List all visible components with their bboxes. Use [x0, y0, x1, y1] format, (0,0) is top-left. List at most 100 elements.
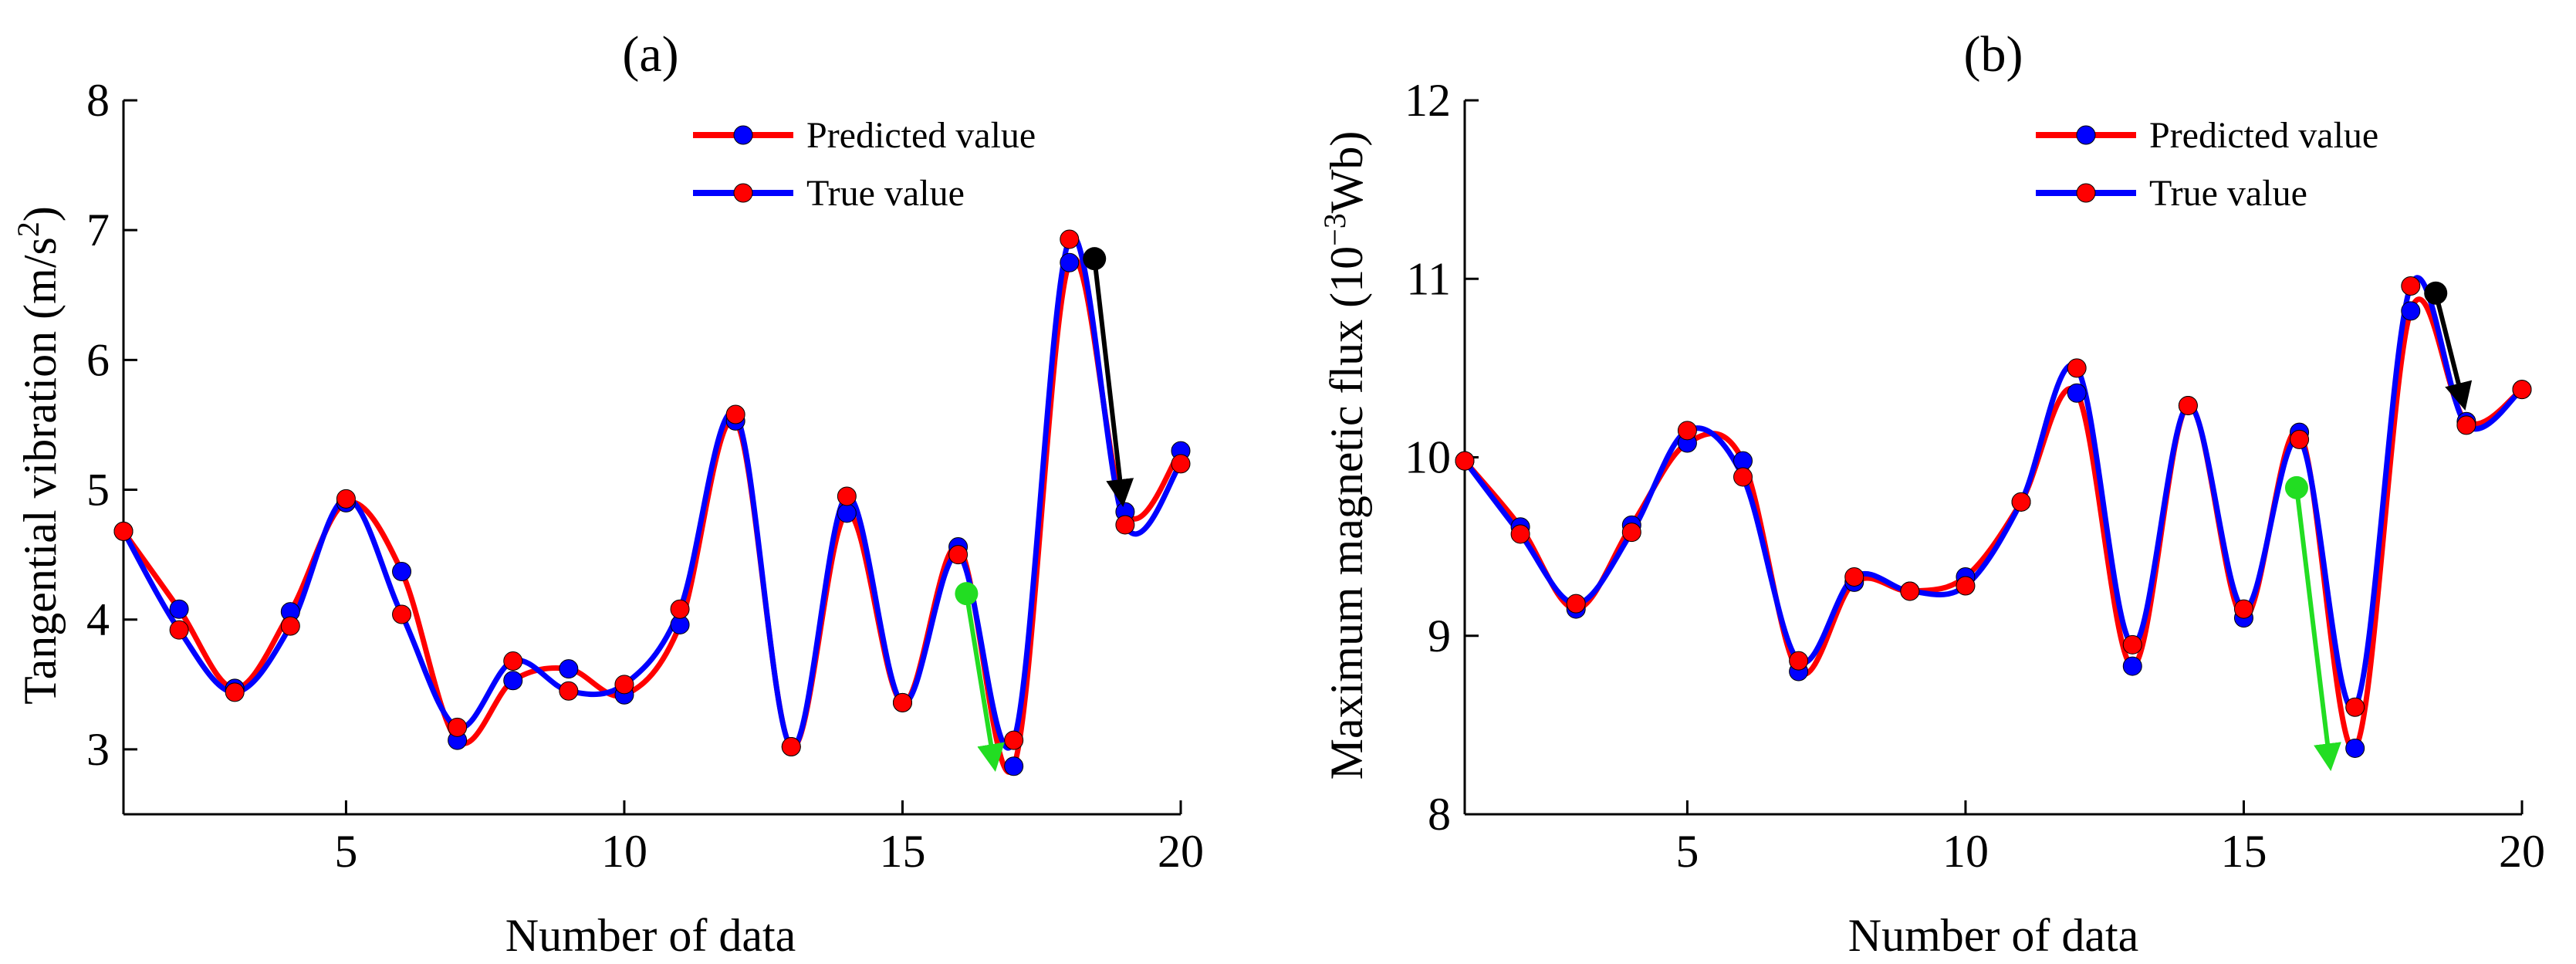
predicted-point-b — [2122, 656, 2142, 676]
x-tick-label-b: 10 — [1942, 826, 1989, 877]
chart-panel-b: (b) 5 10 15 20 8 9 10 11 12 Number of data Maxim… — [1317, 26, 2546, 961]
y-tick-label-a: 4 — [86, 594, 110, 645]
y-axis-label-a-text: Tangential vibration (m/s — [15, 237, 66, 705]
true-point-a — [503, 651, 523, 671]
chart-panel-a: (a) 5 10 15 20 3 4 5 6 7 8 Number of data Tangent… — [11, 26, 1205, 961]
y-tick-label-b: 9 — [1428, 611, 1451, 661]
true-point-a — [1004, 730, 1024, 750]
true-point-a — [837, 486, 857, 506]
true-point-b — [2233, 599, 2253, 619]
x-tick-label-b: 20 — [2499, 826, 2545, 877]
green-arrow-b — [2294, 487, 2341, 772]
predicted-point-b — [2345, 738, 2365, 758]
predicted-point-a — [1060, 252, 1080, 272]
true-line-b — [1465, 275, 2524, 712]
true-point-b — [2067, 358, 2087, 378]
predicted-point-a — [837, 503, 857, 523]
y-tick-label-b: 12 — [1405, 75, 1451, 126]
true-point-b — [1677, 421, 1697, 441]
legend-box-a — [687, 100, 1050, 222]
y-axis-label-a-sup: 2 — [11, 222, 46, 237]
y-axis-label-b-sup: −3 — [1317, 213, 1352, 246]
true-point-b — [1621, 523, 1641, 543]
legend-marker-true-b — [2076, 183, 2096, 203]
true-point-a — [392, 604, 412, 624]
legend-label-true-b: True value — [2149, 173, 2307, 214]
true-point-a — [1115, 515, 1135, 535]
true-point-a — [725, 404, 745, 424]
true-point-a — [559, 681, 579, 701]
x-tick-label-a: 20 — [1158, 826, 1204, 877]
legend-label-true-a: True value — [806, 173, 965, 214]
true-point-a — [225, 682, 245, 702]
green-arrow-a — [964, 593, 1005, 772]
x-tick-label-a: 10 — [601, 826, 647, 877]
true-point-b — [1956, 576, 1976, 596]
panel-title-a: (a) — [622, 26, 678, 83]
x-tick-label-b: 5 — [1675, 826, 1699, 877]
x-axis-label-a: Number of data — [505, 910, 796, 961]
true-point-a — [948, 545, 969, 565]
y-tick-label-a: 3 — [86, 724, 110, 775]
predicted-point-b — [2067, 383, 2087, 403]
true-point-b — [1789, 651, 1809, 671]
true-point-a — [113, 521, 134, 541]
legend-a: Predicted value True value — [687, 100, 1050, 222]
y-tick-label-a: 8 — [86, 75, 110, 126]
legend-marker-predicted-a — [733, 125, 753, 145]
y-tick-label-b: 10 — [1405, 432, 1451, 483]
true-point-b — [1733, 467, 1753, 487]
true-point-a — [280, 616, 300, 636]
true-point-b — [2011, 492, 2031, 512]
series-lines-b — [1465, 275, 2524, 752]
y-tick-label-b: 11 — [1406, 253, 1451, 304]
y-tick-label-a: 6 — [86, 334, 110, 385]
plot-area-b: 5 10 15 20 8 9 10 11 12 — [1405, 75, 2545, 877]
y-axis-label-b-text: Maximum magnetic flux (10 — [1321, 246, 1372, 780]
true-point-b — [1566, 594, 1586, 614]
true-point-b — [1510, 524, 1530, 544]
y-axis-label-b-end: Wb) — [1321, 131, 1372, 214]
true-point-b — [2290, 429, 2310, 449]
true-point-b — [2401, 276, 2421, 296]
y-axis-label-a: Tangential vibration (m/s2) — [11, 206, 66, 705]
true-point-b — [2122, 634, 2142, 655]
legend-b: Predicted value True value — [2030, 100, 2431, 222]
true-point-a — [169, 620, 189, 640]
black-arrow-a — [1092, 258, 1134, 507]
x-tick-label-a: 15 — [879, 826, 925, 877]
black-arrow-b — [2433, 293, 2473, 411]
x-tick-label-b: 15 — [2220, 826, 2267, 877]
plot-area-a: 5 10 15 20 3 4 5 6 7 8 — [86, 75, 1204, 877]
true-point-a — [670, 599, 690, 619]
true-point-a — [781, 737, 801, 757]
predicted-point-a — [559, 659, 579, 679]
x-tick-label-a: 5 — [334, 826, 357, 877]
true-point-b — [1455, 451, 1475, 471]
predicted-point-a — [1004, 756, 1024, 776]
true-point-b — [2512, 380, 2532, 400]
true-point-b — [1900, 581, 1920, 601]
legend-label-predicted-a: Predicted value — [806, 115, 1036, 156]
true-point-a — [448, 717, 468, 737]
true-point-a — [614, 675, 634, 695]
true-point-a — [1060, 229, 1080, 249]
true-point-b — [1844, 567, 1864, 587]
true-point-b — [2456, 415, 2476, 435]
y-axis-label-a-end: ) — [15, 206, 66, 222]
predicted-point-a — [392, 562, 412, 581]
y-tick-label-b: 8 — [1428, 789, 1451, 840]
x-axis-label-b: Number of data — [1848, 910, 2139, 961]
legend-box-b — [2030, 100, 2431, 222]
legend-marker-predicted-b — [2076, 125, 2096, 145]
series-lines-a — [123, 233, 1183, 775]
true-point-a — [892, 692, 912, 712]
true-point-a — [336, 489, 356, 509]
legend-label-predicted-b: Predicted value — [2149, 115, 2378, 156]
y-tick-label-a: 5 — [86, 465, 110, 516]
legend-marker-true-a — [733, 183, 753, 203]
true-point-b — [2345, 697, 2365, 717]
true-point-a — [1171, 454, 1191, 474]
panel-title-b: (b) — [1964, 26, 2023, 83]
